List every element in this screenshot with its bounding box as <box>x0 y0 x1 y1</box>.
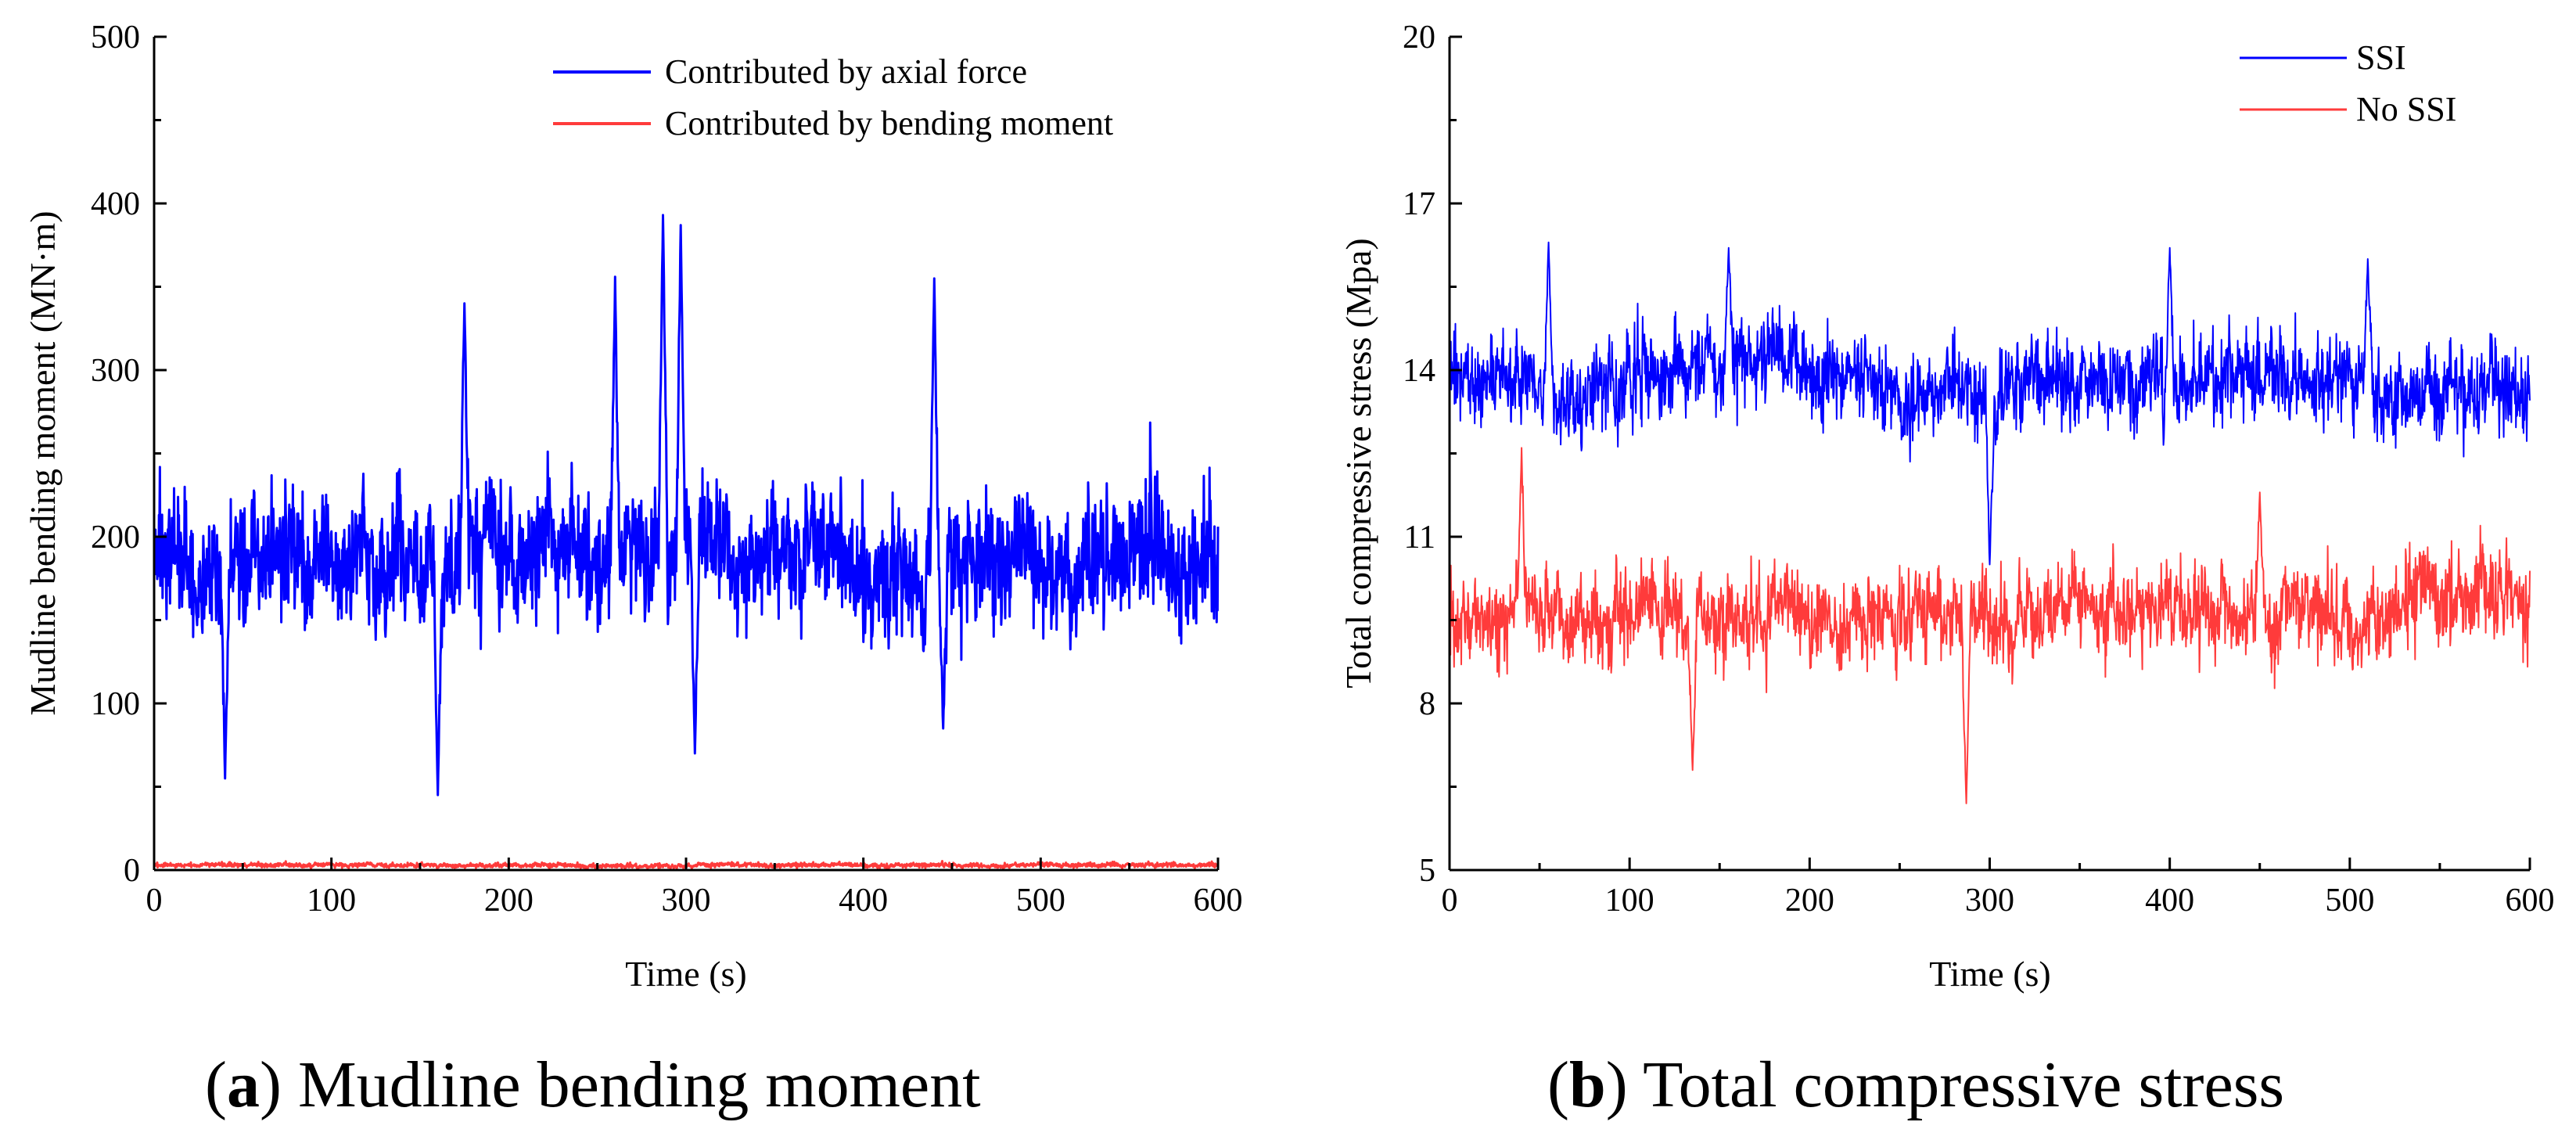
panel-b-chart: 0 100 200 300 400 500 600 5 8 11 14 17 20 Time (s) T… <box>1338 20 2555 994</box>
panel-b-caption-letter: b <box>1568 1048 1606 1121</box>
panel-a-y-tick-label: 200 <box>91 520 140 556</box>
panel-b-y-tick-label: 8 <box>1419 686 1435 722</box>
panel-b-legend: SSI No SSI <box>2240 38 2456 128</box>
panel-b-y-tick-label: 17 <box>1403 186 1435 222</box>
panel-b-y-tick-label: 5 <box>1419 853 1435 889</box>
panel-a-y-tick-label: 400 <box>91 186 140 222</box>
panel-a-x-tick-label: 100 <box>307 883 356 919</box>
panel-b-y-tick-label: 14 <box>1403 353 1435 389</box>
panel-a-y-tick-label: 500 <box>91 20 140 56</box>
panel-b-axes: 0 100 200 300 400 500 600 5 8 11 14 17 20 <box>1403 20 2555 919</box>
panel-a-caption: (a) Mudline bending moment <box>205 1048 981 1121</box>
panel-b-x-tick-label: 0 <box>1442 883 1458 919</box>
panel-a-x-tick-label: 200 <box>484 883 534 919</box>
panel-a-legend-label-bending: Contributed by bending moment <box>665 104 1113 142</box>
panel-b-plot-area <box>1449 241 2531 804</box>
panel-a-x-tick-label: 0 <box>146 883 163 919</box>
panel-a-legend: Contributed by axial force Contributed b… <box>553 52 1113 142</box>
panel-a-x-tick-label: 500 <box>1016 883 1065 919</box>
panel-a-axes: 0 100 200 300 400 500 600 0 100 200 300 400 500 <box>91 20 1243 919</box>
panel-b-x-tick-label: 400 <box>2145 883 2194 919</box>
panel-a-x-tick-label: 400 <box>839 883 888 919</box>
panel-b-y-tick-label: 11 <box>1404 520 1435 556</box>
panel-a-y-tick-label: 300 <box>91 353 140 389</box>
panel-b-y-tick-label: 20 <box>1403 20 1435 56</box>
panel-a-x-tick-label: 600 <box>1194 883 1243 919</box>
panel-a-y-tick-label: 100 <box>91 686 140 722</box>
panel-b-x-tick-label: 200 <box>1785 883 1834 919</box>
panel-b-x-tick-label: 100 <box>1605 883 1654 919</box>
panel-b-legend-label-ssi: SSI <box>2356 38 2406 77</box>
panel-a-plot-area <box>153 214 1220 870</box>
panel-b-x-axis-title: Time (s) <box>1929 954 2051 994</box>
panel-a-y-axis-title: Mudline bending moment (MN·m) <box>23 210 63 715</box>
panel-b-x-tick-label: 600 <box>2506 883 2555 919</box>
panel-b-legend-label-no-ssi: No SSI <box>2356 90 2456 128</box>
panel-b-y-axis-title: Total compressive stress (Mpa) <box>1338 238 1378 688</box>
panel-a-legend-label-axial: Contributed by axial force <box>665 52 1027 91</box>
panel-b-series-1-line <box>1449 241 2531 566</box>
panel-b-x-tick-label: 300 <box>1965 883 2014 919</box>
panel-a-y-tick-label: 0 <box>124 853 140 889</box>
panel-b-caption-text: Total compressive stress <box>1643 1048 2285 1121</box>
panel-b-caption: (b) Total compressive stress <box>1547 1048 2285 1121</box>
panel-a-chart: 0 100 200 300 400 500 600 0 100 200 300 400 500 Time… <box>23 20 1243 994</box>
panel-a-x-axis-title: Time (s) <box>625 954 747 994</box>
panel-a-x-tick-label: 300 <box>662 883 711 919</box>
panel-b-series-2-line <box>1449 447 2531 804</box>
panel-a-caption-letter: a <box>226 1048 260 1121</box>
panel-a-caption-text: Mudline bending moment <box>297 1048 981 1121</box>
panel-a-series-1-line <box>153 214 1220 797</box>
panel-b-x-tick-label: 500 <box>2325 883 2374 919</box>
